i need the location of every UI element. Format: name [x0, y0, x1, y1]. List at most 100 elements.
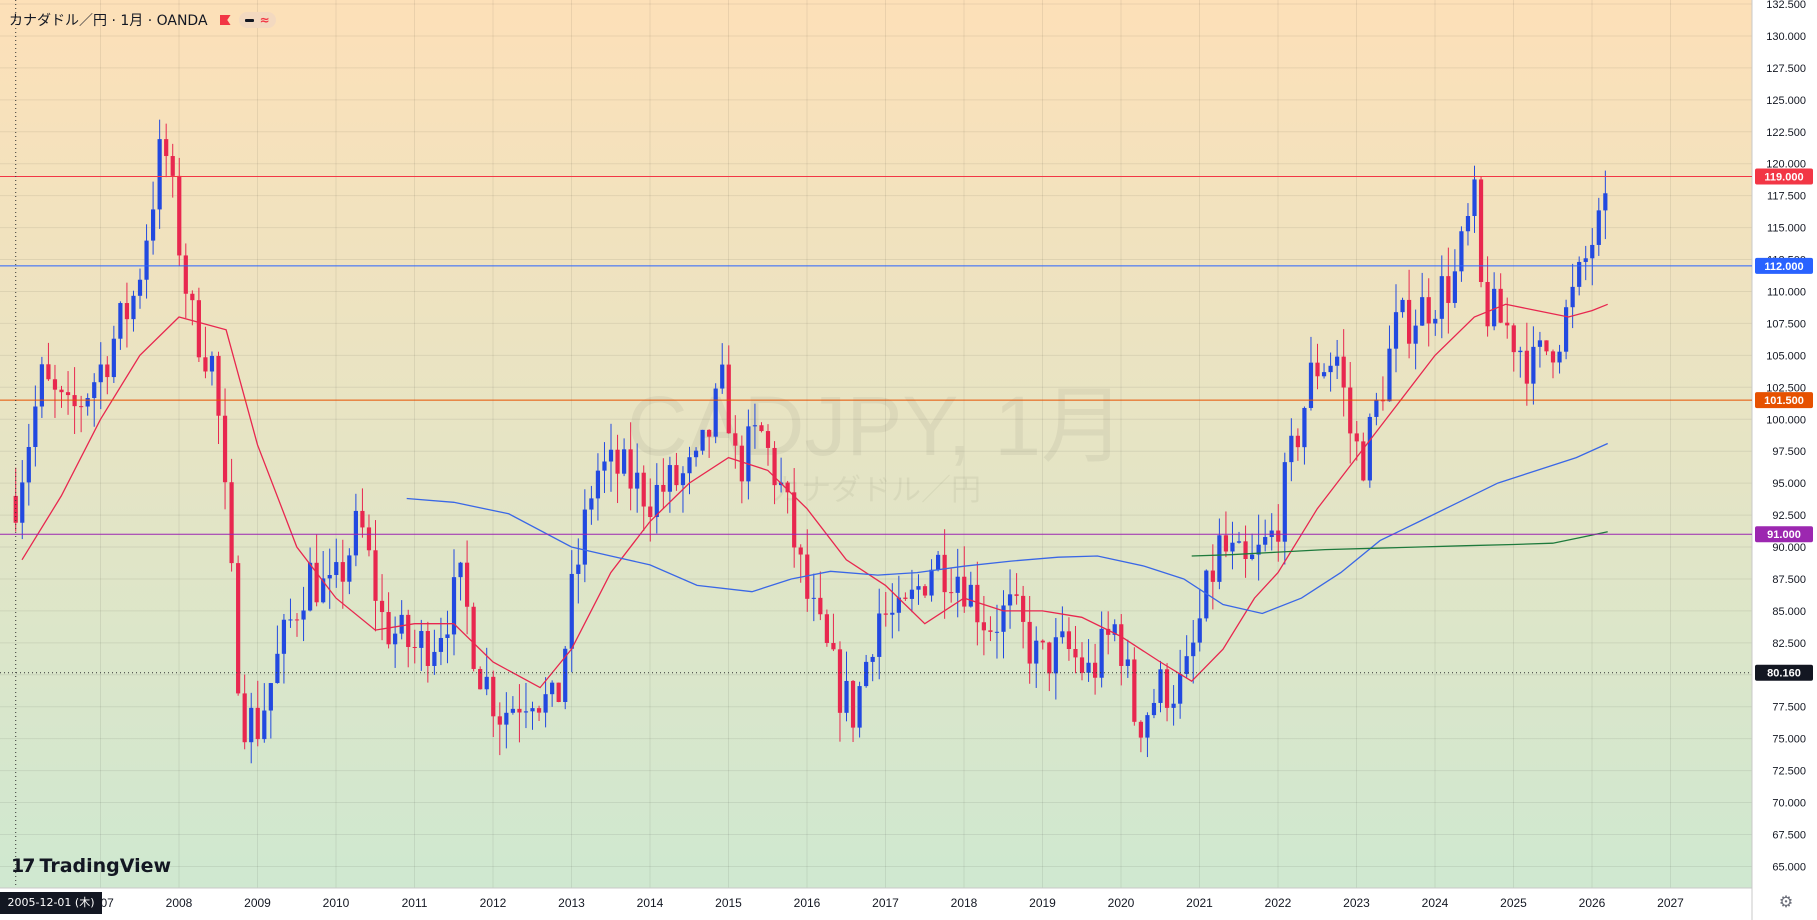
candle-body [334, 562, 339, 576]
candle-body [1066, 631, 1072, 650]
candle-body [1040, 640, 1045, 643]
watermark-name: カナダドル／円 [771, 473, 981, 508]
x-tick-label: 2027 [1657, 896, 1684, 910]
candle-body [1034, 640, 1039, 664]
candle-body [1223, 535, 1229, 552]
candle-body [52, 379, 58, 390]
watermark-symbol: CADJPY, 1月 [627, 379, 1125, 473]
candle-body [1321, 372, 1327, 377]
level-price-label: 119.000 [1764, 171, 1803, 183]
tradingview-logo[interactable]: 17 TradingView [11, 855, 171, 877]
candle-body [497, 716, 502, 725]
x-tick-label: 2019 [1029, 896, 1056, 910]
level-price-badge [1755, 257, 1813, 274]
candle-body [124, 303, 130, 320]
candle-body [981, 622, 986, 631]
candle-body [406, 614, 411, 647]
candle-body [831, 642, 836, 650]
flag-icon[interactable] [219, 15, 231, 25]
sma-short-line [21, 303, 1608, 689]
x-tick-label: 2010 [323, 896, 350, 910]
x-tick-label: 2013 [558, 896, 585, 910]
candle-body [785, 482, 790, 493]
candle-body [857, 686, 862, 728]
candle-body [1119, 624, 1124, 666]
x-tick-label: 2014 [637, 896, 664, 910]
candle-body [805, 554, 810, 599]
x-tick-label: 2026 [1579, 896, 1606, 910]
candle-body [1426, 297, 1431, 324]
candle-body [1413, 325, 1418, 344]
indicator-toggle[interactable]: ≈ [238, 12, 276, 28]
candle-body [1158, 669, 1163, 703]
candle-body [739, 445, 744, 482]
y-tick-label: 107.500 [1766, 318, 1806, 330]
candle-body [792, 492, 797, 548]
candle-body [484, 676, 489, 690]
candle-body [92, 382, 97, 399]
candle-body [1236, 541, 1242, 543]
candle-body [1478, 179, 1484, 283]
candle-body [425, 631, 430, 666]
candle-body [1132, 659, 1137, 722]
candle-body [746, 426, 751, 482]
candle-body [648, 506, 653, 518]
candle-body [543, 694, 548, 713]
candle-body [65, 392, 71, 396]
settings-icon[interactable]: ⚙ [1778, 892, 1794, 911]
candle-body [890, 612, 895, 615]
candle-body [1452, 271, 1457, 303]
candle-body [118, 303, 123, 339]
candle-body [1073, 649, 1078, 658]
candle-body [811, 597, 816, 599]
candle-body [595, 470, 601, 499]
candle-body [1295, 435, 1300, 448]
candle-body [157, 139, 162, 210]
candle-body [1217, 535, 1222, 582]
candle-body [1603, 193, 1608, 211]
candle-body [850, 680, 856, 728]
candle-body [765, 431, 771, 448]
sma-long-line [1191, 531, 1608, 557]
candle-body [903, 597, 908, 599]
candle-body [523, 711, 529, 713]
candle-body [994, 631, 1000, 633]
candle-body [844, 680, 849, 713]
y-tick-label: 92.500 [1772, 510, 1806, 522]
x-tick-label: 2018 [951, 896, 978, 910]
candle-body [1027, 621, 1032, 664]
candle-body [608, 449, 614, 462]
candle-body [1079, 657, 1085, 673]
y-tick-label: 65.000 [1772, 861, 1806, 873]
candle-body [896, 597, 901, 613]
candle-body [478, 668, 483, 690]
candle-body [1178, 673, 1183, 704]
candle-body [536, 708, 542, 713]
y-grid: 65.00067.50070.00072.50075.00077.50080.0… [0, 0, 1806, 873]
candle-body [988, 630, 993, 632]
candle-body [733, 433, 738, 446]
candle-body [510, 708, 515, 713]
candle-body [1210, 570, 1215, 582]
candle-body [1563, 307, 1569, 352]
candle-body [1289, 435, 1294, 463]
candle-body [687, 457, 692, 474]
candle-body [1511, 325, 1516, 353]
y-tick-label: 95.000 [1772, 478, 1806, 490]
candle-body [1590, 244, 1595, 259]
candle-body [1308, 362, 1314, 408]
candle-body [432, 651, 437, 666]
y-tick-label: 130.000 [1766, 31, 1806, 43]
tradingview-logo-text: TradingView [39, 855, 172, 877]
candle-body [1446, 276, 1451, 303]
candle-body [720, 364, 725, 389]
level-price-label: 112.000 [1764, 261, 1803, 273]
candle-body [373, 550, 378, 601]
candle-body [294, 619, 300, 621]
candle-body [1577, 261, 1582, 287]
candle-body [1014, 594, 1019, 596]
candle-body [955, 576, 960, 593]
level-price-badge [1755, 392, 1813, 409]
symbol-legend[interactable]: カナダドル／円 · 1月 · OANDA [9, 13, 208, 29]
